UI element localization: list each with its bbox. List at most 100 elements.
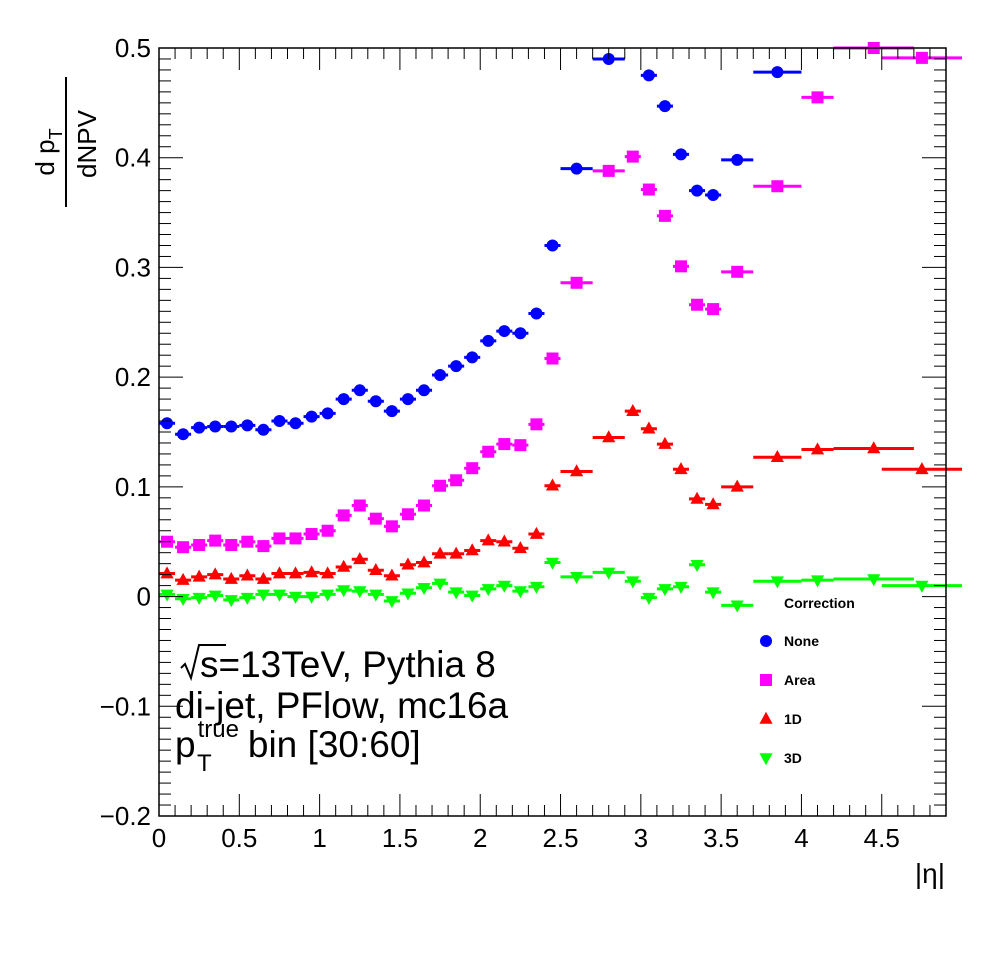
data-point <box>529 581 544 594</box>
data-point <box>337 393 350 406</box>
annotation-pt-bin: ptrue T bin [30:60] <box>175 716 421 777</box>
data-point <box>449 546 463 559</box>
data-point <box>209 534 222 547</box>
y-axis-label: d pT dNPV <box>30 77 102 207</box>
data-point <box>570 162 583 175</box>
data-point <box>482 445 495 458</box>
data-point <box>288 591 303 604</box>
data-point <box>915 580 929 593</box>
data-point <box>225 420 238 433</box>
data-point <box>545 478 560 491</box>
data-point <box>401 393 414 406</box>
data-point <box>811 91 824 104</box>
y-axis-label-numerator: d p <box>30 139 60 175</box>
data-point <box>810 575 825 588</box>
data-point <box>225 539 238 552</box>
data-point <box>177 428 190 441</box>
annotation-block: s=13TeV, Pythia 8 di-jet, PFlow, mc16a p… <box>175 644 509 777</box>
data-point <box>771 66 784 79</box>
data-point <box>602 567 616 580</box>
data-point <box>770 576 784 589</box>
legend-label-1d: 1D <box>784 711 802 727</box>
data-point <box>417 582 431 595</box>
data-point <box>513 586 527 599</box>
x-tick-label: 0.5 <box>221 823 257 853</box>
x-tick-label: 3.5 <box>703 823 739 853</box>
y-tick-label: −0.2 <box>100 801 151 831</box>
data-point <box>160 589 174 602</box>
data-point <box>418 499 431 512</box>
data-point <box>545 557 560 570</box>
data-point <box>626 576 640 589</box>
data-point <box>706 587 720 600</box>
data-point <box>321 524 334 537</box>
data-point <box>321 589 335 602</box>
data-point <box>272 566 287 579</box>
data-point <box>915 462 929 475</box>
data-point <box>353 499 366 512</box>
data-point <box>691 184 704 197</box>
data-point <box>730 600 744 613</box>
data-point <box>240 568 254 581</box>
x-tick-label: 2 <box>473 823 487 853</box>
data-point <box>305 528 318 541</box>
data-point <box>642 183 655 196</box>
axes-layer: 0 0.5 1 1.5 2 2.5 3 3.5 4 4.5 −0.2 −0.1 0 0.1 0.2 0.3 0.… <box>100 33 947 853</box>
data-point <box>498 438 511 451</box>
data-point <box>674 260 687 273</box>
legend-marker-none <box>760 635 772 647</box>
data-point <box>433 546 447 559</box>
data-point <box>369 395 382 408</box>
data-point <box>915 51 928 64</box>
data-point <box>602 164 615 177</box>
data-point <box>289 417 302 430</box>
data-point <box>730 479 744 492</box>
data-point <box>642 69 655 82</box>
data-point <box>401 508 414 521</box>
svg-text:d pT: d pT <box>30 128 66 175</box>
annotation-pt-sup: true <box>198 716 239 743</box>
data-point <box>224 571 238 584</box>
data-point <box>224 595 238 608</box>
x-tick-label: 3 <box>634 823 648 853</box>
data-point <box>706 497 720 510</box>
x-tick-label: 4 <box>794 823 808 853</box>
data-point <box>642 421 656 434</box>
data-point <box>401 557 415 570</box>
y-tick-label: 0.3 <box>115 252 151 282</box>
data-point <box>513 541 527 554</box>
x-axis-label: |η| <box>915 858 945 889</box>
data-point <box>369 563 383 576</box>
data-point <box>465 590 479 603</box>
data-point <box>418 384 431 397</box>
data-point <box>658 584 672 597</box>
data-point <box>497 534 511 547</box>
data-point <box>241 535 254 548</box>
data-point <box>674 148 687 161</box>
annotation-selection: di-jet, PFlow, mc16a <box>175 685 509 726</box>
legend-label-3d: 3D <box>784 750 802 766</box>
data-point <box>256 571 270 584</box>
y-axis-label-denominator: dNPV <box>72 109 102 178</box>
annotation-pt-symbol: p <box>175 724 196 765</box>
data-point <box>569 464 584 477</box>
legend: Correction None Area 1D 3D <box>759 595 855 766</box>
data-point <box>385 568 399 581</box>
data-point <box>546 352 559 365</box>
x-tick-label: 4.5 <box>864 823 900 853</box>
data-point <box>353 586 367 599</box>
data-point <box>867 574 881 587</box>
data-point <box>530 418 543 431</box>
data-point <box>241 419 254 432</box>
data-point <box>160 566 174 579</box>
data-point <box>450 360 463 373</box>
data-point <box>530 307 543 320</box>
data-point <box>337 559 351 572</box>
legend-label-area: Area <box>784 672 815 688</box>
x-tick-label: 1 <box>312 823 326 853</box>
data-point <box>626 403 640 416</box>
data-point <box>690 559 704 572</box>
data-point <box>176 572 190 585</box>
y-tick-label: −0.1 <box>100 691 151 721</box>
data-point <box>385 520 398 533</box>
